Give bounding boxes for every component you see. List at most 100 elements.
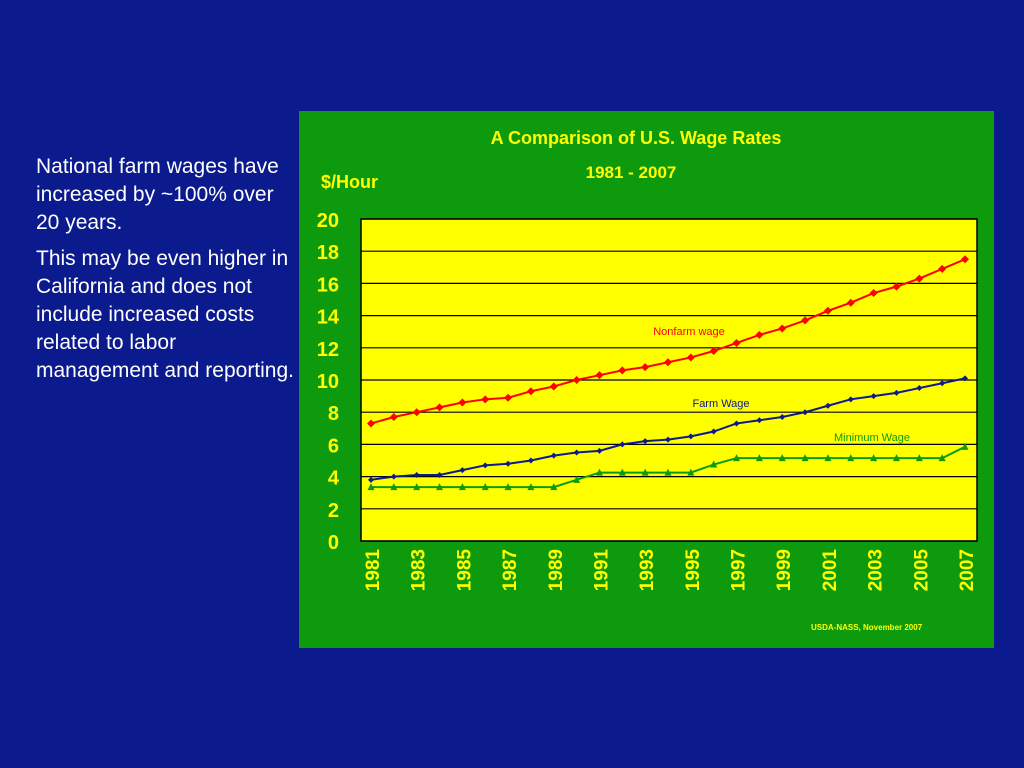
series-minimum-wage [367,442,969,491]
data-point [893,389,900,396]
data-point [618,468,626,476]
data-point [664,358,672,367]
x-tick-label: 1991 [591,549,612,592]
data-point [892,282,901,291]
series-labels: Nonfarm wage Farm Wage Minimum Wage [653,326,910,444]
data-point [732,338,741,347]
series-label: Farm Wage [692,398,749,410]
x-tick-label: 1989 [546,549,567,591]
y-tick-label: 4 [328,468,340,490]
data-point [916,385,923,392]
grid-lines [361,218,977,542]
series-farm-wage [368,375,968,483]
data-point [596,447,603,454]
data-point [846,298,855,307]
data-point [572,376,581,384]
wage-chart-panel: 0 2 4 6 8 10 12 14 16 18 20 1981 1983 1985 1987 1989 19… [299,111,994,648]
data-point [709,347,718,356]
data-point [710,460,718,468]
x-tick-label: 1987 [500,549,521,591]
data-point [505,460,512,467]
data-point [367,483,375,491]
y-tick-label: 0 [328,532,339,554]
data-point [824,402,831,409]
data-point [961,255,969,264]
source-note: USDA-NASS, November 2007 [811,623,923,632]
data-point [824,454,832,462]
data-point [938,454,946,462]
slide-paragraph-2: This may be even higher in California an… [36,247,294,382]
data-point [869,289,878,298]
data-point [390,473,397,480]
y-axis-label: $/Hour [321,172,378,192]
y-tick-label: 20 [317,210,339,232]
data-point [710,428,717,435]
x-tick-label: 1999 [774,549,795,591]
data-point [687,433,694,440]
data-point [412,408,421,417]
data-point [458,398,467,407]
x-tick-label: 2001 [820,549,841,592]
data-point [641,468,649,476]
chart-subtitle: 1981 - 2007 [586,163,677,182]
data-point [847,396,854,403]
series-label: Minimum Wage [834,432,910,444]
data-point [526,387,535,396]
data-point [550,452,557,459]
data-point [870,393,877,400]
data-point [619,441,626,448]
data-point [802,409,809,416]
x-tick-label: 1993 [637,549,658,591]
x-tick-label: 2003 [866,549,887,591]
data-point [458,483,466,491]
y-tick-labels: 0 2 4 6 8 10 12 14 16 18 20 [317,210,340,554]
y-tick-label: 14 [317,307,340,329]
data-point [870,454,878,462]
slide-text: National farm wages have increased by ~1… [36,153,298,393]
chart-title: A Comparison of U.S. Wage Rates [491,128,782,148]
data-point [778,324,787,333]
data-point [595,371,604,380]
data-point [801,454,809,462]
data-point [938,264,947,273]
data-point [892,454,900,462]
x-tick-label: 2007 [957,549,978,591]
data-point [504,483,512,491]
data-point [686,353,695,362]
series-layer [367,255,969,491]
data-point [755,454,763,462]
data-point [962,375,968,382]
data-point [664,468,672,476]
data-point [733,420,740,427]
data-point [961,442,969,450]
data-point [436,483,444,491]
data-point [413,471,420,478]
data-point [641,363,650,372]
y-tick-label: 16 [317,274,339,296]
data-point [847,454,855,462]
data-point [618,366,627,375]
data-point [481,395,490,404]
data-point [778,454,786,462]
data-point [550,483,558,491]
data-point [733,454,741,462]
data-point [459,467,466,474]
data-point [939,380,946,387]
data-point [413,483,421,491]
data-point [642,438,649,445]
slide-paragraph-1: National farm wages have increased by ~1… [36,155,279,234]
x-tick-label: 2005 [911,549,932,592]
data-point [389,413,398,422]
y-tick-label: 2 [328,500,339,522]
data-point [573,449,580,456]
x-tick-labels: 1981 1983 1985 1987 1989 1991 1993 1995 1997 1999… [363,549,978,592]
data-point [687,468,695,476]
data-point [367,419,375,428]
x-tick-label: 1983 [409,549,430,591]
y-tick-label: 6 [328,435,339,457]
data-point [595,468,603,476]
x-tick-label: 1997 [729,549,750,591]
data-point [915,454,923,462]
data-point [549,382,558,391]
